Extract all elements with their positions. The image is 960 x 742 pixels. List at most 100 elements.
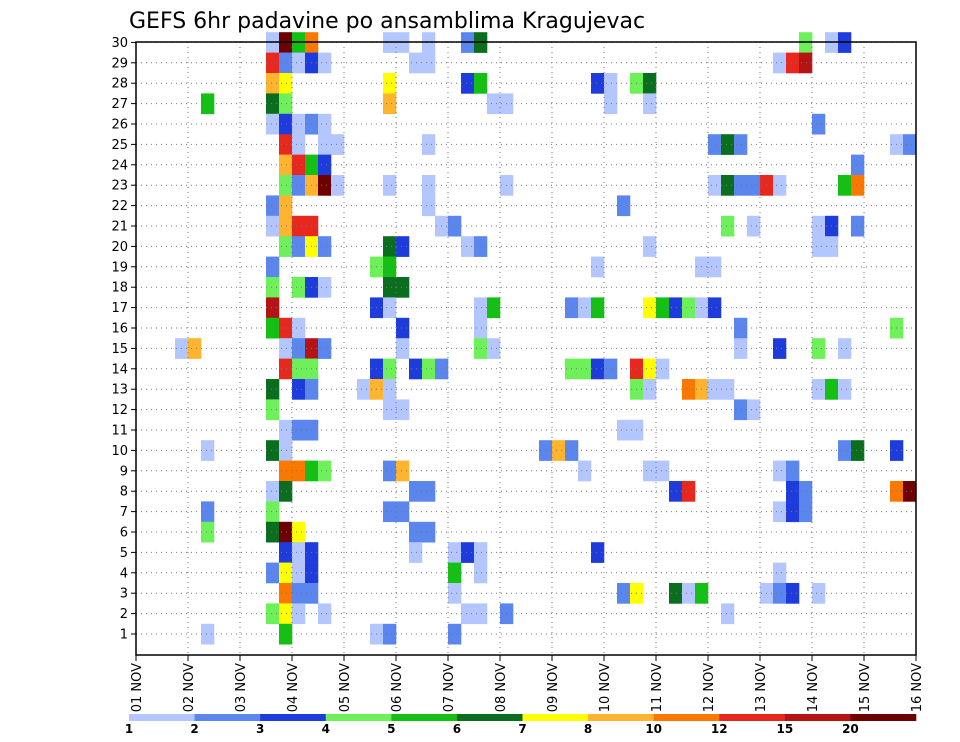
heatmap-cell	[682, 297, 696, 319]
heatmap-cell	[708, 379, 722, 400]
heatmap-cell	[643, 73, 657, 94]
heatmap-cell	[266, 93, 280, 115]
x-tick-label: 01 NOV	[130, 663, 145, 712]
heatmap-cell	[786, 501, 800, 523]
legend-label: 2	[190, 722, 198, 736]
heatmap-cell	[656, 460, 670, 482]
heatmap-cell	[422, 134, 436, 155]
heatmap-cell	[409, 542, 423, 563]
legend-label: 15	[776, 722, 793, 736]
heatmap-cell	[903, 134, 917, 155]
heatmap-cell	[188, 338, 202, 359]
heatmap-cell	[461, 542, 475, 563]
y-tick-label: 27	[111, 97, 128, 112]
heatmap-cell	[383, 175, 397, 196]
heatmap-cell	[266, 195, 280, 217]
heatmap-cell	[201, 93, 215, 115]
heatmap-cell	[318, 277, 332, 298]
heatmap-cell	[396, 460, 410, 482]
heatmap-cell	[396, 399, 410, 421]
heatmap-cell	[318, 175, 332, 196]
heatmap-cell	[773, 52, 787, 74]
heatmap-cell	[669, 583, 683, 604]
heatmap-cell	[786, 52, 800, 74]
heatmap-cell	[734, 134, 748, 155]
heatmap-cell	[318, 460, 332, 482]
x-tick-label: 12 NOV	[702, 663, 717, 712]
legend-label: 8	[584, 722, 592, 736]
heatmap-cell	[318, 113, 332, 135]
heatmap-cell	[266, 481, 280, 502]
heatmap-cell	[292, 317, 306, 339]
y-tick-label: 13	[111, 383, 128, 398]
heatmap-cell	[773, 338, 787, 359]
heatmap-cell	[591, 358, 605, 380]
heatmap-cell	[266, 256, 280, 278]
heatmap-cell	[773, 175, 787, 196]
grid-lines	[136, 41, 916, 655]
heatmap-cell	[747, 399, 761, 421]
legend-swatch	[260, 714, 327, 721]
axis-ticks: 1234567891011121314151617181920212223242…	[111, 36, 925, 712]
legend-swatch	[850, 714, 917, 721]
heatmap-cell	[409, 358, 423, 380]
heatmap-cell	[266, 215, 280, 237]
x-tick-label: 15 NOV	[858, 663, 873, 712]
heatmap-cell	[812, 236, 826, 257]
heatmap-cell	[474, 236, 488, 257]
heatmap-cell	[318, 134, 332, 155]
heatmap-cell	[669, 481, 683, 502]
x-tick-label: 04 NOV	[286, 663, 301, 712]
x-tick-label: 14 NOV	[806, 663, 821, 712]
legend-swatch	[129, 714, 195, 721]
heatmap-cell	[734, 175, 748, 196]
heatmap-cell	[409, 521, 423, 543]
y-tick-label: 11	[111, 424, 128, 439]
heatmap-cell	[279, 134, 293, 155]
heatmap-cell	[409, 481, 423, 502]
x-tick-label: 03 NOV	[234, 663, 249, 712]
heatmap-cell	[266, 379, 280, 400]
heatmap-cell	[448, 542, 462, 563]
legend-label: 5	[387, 722, 395, 736]
heatmap-cell	[266, 521, 280, 543]
heatmap-cell	[201, 623, 215, 645]
heatmap-cell	[721, 175, 735, 196]
heatmap-cell	[643, 236, 657, 257]
legend-label: 20	[842, 722, 859, 736]
heatmap-cell	[279, 460, 293, 482]
y-tick-label: 18	[111, 281, 128, 296]
heatmap-cell	[292, 562, 306, 584]
heatmap-cell	[422, 175, 436, 196]
heatmap-cell	[448, 623, 462, 645]
heatmap-cell	[279, 175, 293, 196]
legend-label: 1	[125, 722, 133, 736]
heatmap-cell	[591, 256, 605, 278]
heatmap-cell	[591, 542, 605, 563]
heatmap-cell	[552, 440, 566, 461]
heatmap-cell	[656, 358, 670, 380]
x-tick-label: 09 NOV	[546, 663, 561, 712]
x-tick-label: 06 NOV	[390, 663, 405, 712]
heatmap-cell	[318, 236, 332, 257]
heatmap-cell	[474, 542, 488, 563]
heatmap-cell	[383, 277, 397, 298]
heatmap-cell	[812, 379, 826, 400]
heatmap-cell	[292, 542, 306, 563]
heatmap-cell	[279, 215, 293, 237]
heatmap-cell	[838, 338, 852, 359]
y-tick-label: 6	[120, 526, 128, 541]
chart-title: GEFS 6hr padavine po ansamblima Kragujev…	[129, 9, 645, 34]
heatmap-cell	[201, 440, 215, 461]
heatmap-cell	[292, 603, 306, 625]
x-tick-label: 11 NOV	[650, 663, 665, 712]
heatmap-cell	[292, 215, 306, 237]
heatmap-cell	[383, 623, 397, 645]
heatmap-cell	[721, 134, 735, 155]
heatmap-cell	[708, 297, 722, 319]
heatmap-cell	[279, 236, 293, 257]
heatmap-cell	[617, 583, 631, 604]
heatmap-cell	[474, 603, 488, 625]
heatmap-cell	[474, 338, 488, 359]
legend-swatch	[522, 714, 589, 721]
